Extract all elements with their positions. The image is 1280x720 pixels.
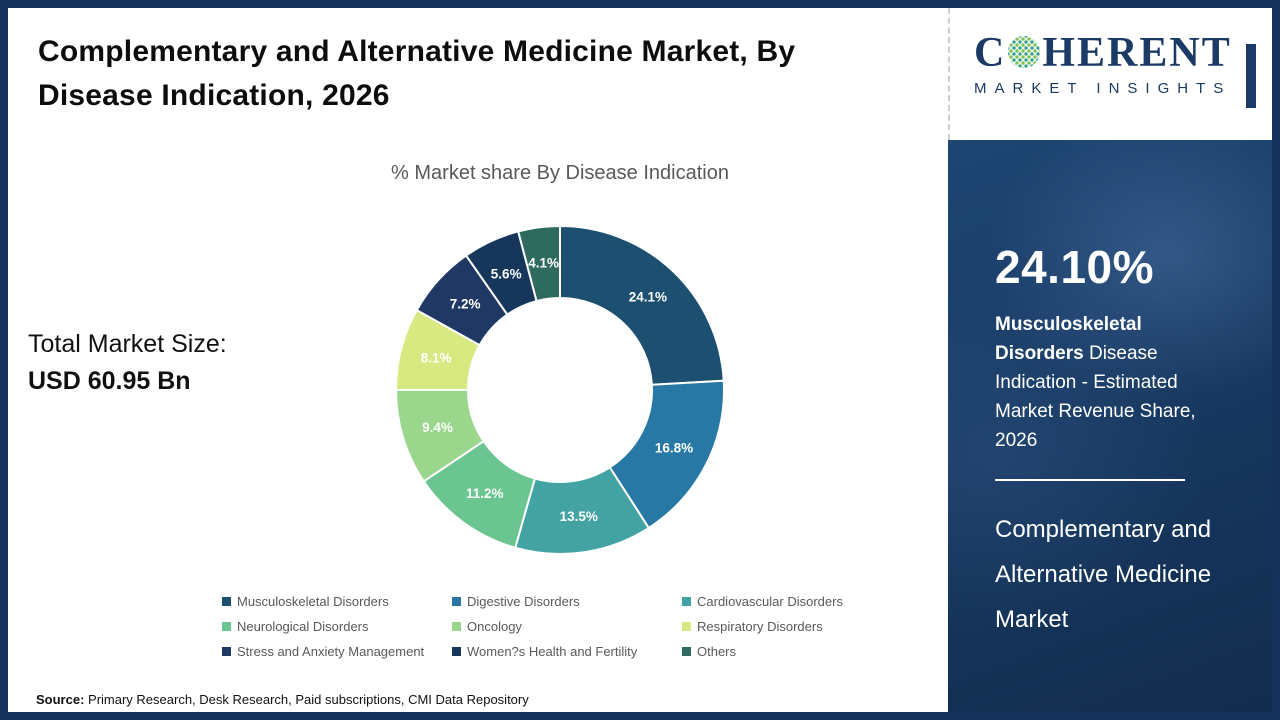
market-name: Complementary and Alternative Medicine M… bbox=[995, 516, 1212, 633]
donut-segment bbox=[516, 224, 561, 303]
legend-label: Cardiovascular Disorders bbox=[697, 594, 843, 609]
main-content: Complementary and Alternative Medicine M… bbox=[8, 8, 948, 712]
legend-swatch bbox=[452, 647, 461, 656]
slice-value-label: 8.1% bbox=[421, 350, 452, 365]
slice-value-label: 13.5% bbox=[560, 509, 598, 524]
legend-swatch bbox=[682, 647, 691, 656]
logo-bar bbox=[1246, 44, 1256, 108]
slice-value-label: 5.6% bbox=[491, 266, 522, 281]
stat-description: Musculoskeletal Disorders Disease Indica… bbox=[995, 310, 1223, 455]
source-text: Primary Research, Desk Research, Paid su… bbox=[88, 692, 529, 707]
legend-label: Others bbox=[697, 644, 737, 659]
slice-value-label: 9.4% bbox=[422, 420, 453, 435]
legend-swatch bbox=[222, 647, 231, 656]
legend-swatch bbox=[682, 622, 691, 631]
legend-label: Musculoskeletal Disorders bbox=[237, 594, 389, 609]
sidebar: C HERENT MARKET INSIGHTS 24.10% Musculosk… bbox=[948, 8, 1272, 712]
legend-item: Digestive Disorders bbox=[452, 594, 682, 609]
market-size-label: Total Market Size: bbox=[28, 330, 227, 358]
legend-item: Cardiovascular Disorders bbox=[682, 594, 912, 609]
donut-segment bbox=[559, 224, 725, 386]
legend-item: Neurological Disorders bbox=[222, 619, 452, 634]
legend-item: Oncology bbox=[452, 619, 682, 634]
stat-description-highlight: Musculoskeletal Disorders bbox=[995, 314, 1142, 364]
page-title: Complementary and Alternative Medicine M… bbox=[38, 35, 796, 112]
legend-label: Respiratory Disorders bbox=[697, 619, 823, 634]
legend-item: Women?s Health and Fertility bbox=[452, 644, 682, 659]
stat-description-rest: Disease Indication - Estimated Market Re… bbox=[995, 343, 1196, 451]
legend-item: Respiratory Disorders bbox=[682, 619, 912, 634]
legend-item: Others bbox=[682, 644, 912, 659]
slice-value-label: 16.8% bbox=[655, 441, 693, 456]
logo: C HERENT MARKET INSIGHTS bbox=[948, 8, 1272, 140]
highlight-stat: 24.10% bbox=[995, 241, 1155, 293]
logo-tagline: MARKET INSIGHTS bbox=[974, 80, 1232, 97]
legend-item: Stress and Anxiety Management bbox=[222, 644, 452, 659]
chart-legend: Musculoskeletal Disorders Digestive Disor… bbox=[222, 594, 912, 659]
logo-text-before: C bbox=[974, 30, 1007, 76]
logo-text-after: HERENT bbox=[1042, 30, 1232, 76]
legend-swatch bbox=[682, 597, 691, 606]
slice-value-label: 4.1% bbox=[528, 256, 559, 271]
globe-icon bbox=[1008, 36, 1041, 68]
legend-swatch bbox=[452, 622, 461, 631]
market-size-value: USD 60.95 Bn bbox=[28, 367, 191, 395]
donut-chart: 24.1% 16.8% 13.5% 11.2% 9.4% 8.1% 7.2% 5.6% 4.1% bbox=[394, 224, 725, 555]
legend-label: Digestive Disorders bbox=[467, 594, 580, 609]
slice-value-label: 7.2% bbox=[450, 297, 481, 312]
source-note: Source: Primary Research, Desk Research,… bbox=[36, 692, 529, 707]
legend-label: Women?s Health and Fertility bbox=[467, 644, 638, 659]
source-label: Source: bbox=[36, 692, 85, 707]
sidebar-panel: 24.10% Musculoskeletal Disorders Disease… bbox=[948, 140, 1272, 712]
legend-item: Musculoskeletal Disorders bbox=[222, 594, 452, 609]
chart-title: % Market share By Disease Indication bbox=[391, 162, 729, 184]
slice-value-label: 24.1% bbox=[629, 290, 667, 305]
sidebar-divider bbox=[995, 479, 1185, 481]
legend-swatch bbox=[222, 597, 231, 606]
slice-value-label: 11.2% bbox=[466, 486, 504, 501]
legend-label: Stress and Anxiety Management bbox=[237, 644, 425, 659]
legend-swatch bbox=[222, 622, 231, 631]
legend-label: Neurological Disorders bbox=[237, 619, 369, 634]
legend-swatch bbox=[452, 597, 461, 606]
market-size-block: Total Market Size: USD 60.95 Bn bbox=[28, 330, 227, 396]
logo-wordmark: C HERENT bbox=[974, 32, 1272, 74]
legend-label: Oncology bbox=[467, 619, 522, 634]
